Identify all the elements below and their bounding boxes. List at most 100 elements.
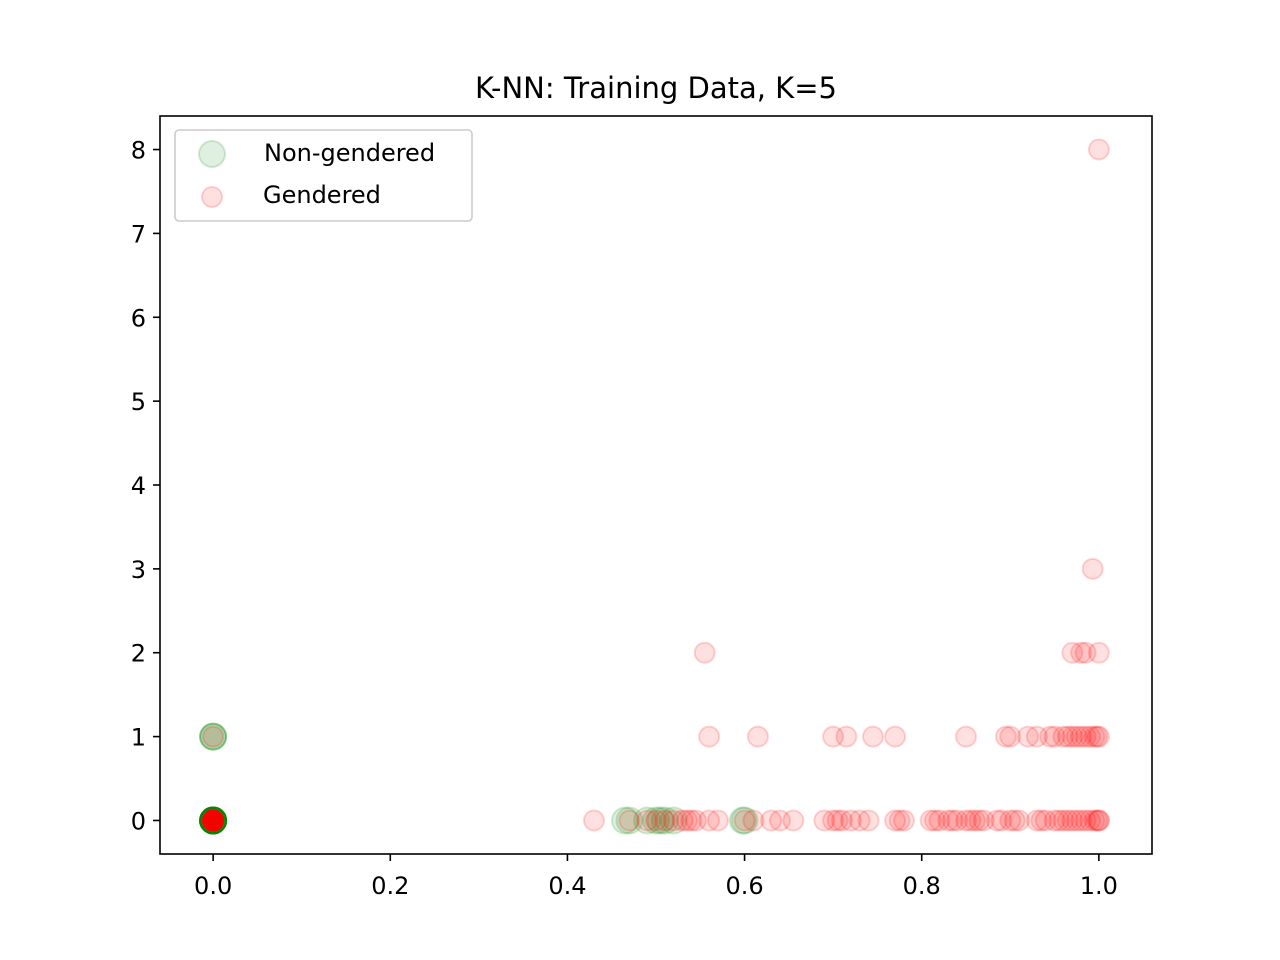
data-point [1056, 809, 1079, 832]
data-point [884, 725, 907, 748]
data-point [1070, 725, 1093, 748]
data-point [999, 725, 1022, 748]
data-point [972, 809, 995, 832]
data-point [202, 809, 225, 832]
data-point [707, 809, 729, 832]
data-point [202, 725, 225, 748]
series-non-gendered [199, 722, 759, 835]
data-point [615, 806, 644, 835]
data-point [986, 809, 1008, 832]
data-point [199, 806, 228, 835]
data-point [202, 809, 225, 832]
y-tick-label: 3 [131, 556, 146, 584]
data-point [1074, 641, 1097, 664]
y-tick-label: 2 [131, 640, 146, 668]
data-point [650, 806, 679, 835]
data-point [199, 806, 228, 835]
data-point [1061, 809, 1084, 832]
data-point [199, 806, 228, 835]
legend-label-non-gendered: Non-gendered [264, 139, 435, 167]
data-point [1087, 641, 1110, 664]
legend: Non-gendered Gendered [174, 129, 473, 222]
data-point [202, 809, 225, 832]
data-point [857, 809, 880, 832]
data-point [202, 809, 225, 832]
data-point [636, 809, 659, 832]
data-point [1070, 641, 1093, 664]
data-point [733, 809, 756, 832]
data-point [202, 809, 225, 832]
data-point [199, 806, 228, 835]
data-point [671, 809, 694, 832]
data-point [999, 809, 1022, 832]
y-tick-label: 4 [131, 472, 146, 500]
data-point [202, 809, 225, 832]
data-point [202, 809, 225, 832]
data-point [1025, 725, 1048, 748]
x-tick-label: 0.0 [194, 872, 232, 900]
data-point [202, 809, 225, 832]
data-point [1034, 809, 1057, 832]
data-point [202, 809, 225, 832]
data-points [199, 138, 1110, 835]
data-point [742, 809, 765, 832]
data-point [835, 725, 858, 748]
data-point [642, 806, 670, 835]
data-point [941, 809, 964, 832]
data-point [202, 809, 225, 832]
data-point [1081, 557, 1104, 580]
data-point [202, 809, 225, 832]
x-tick-label: 0.6 [725, 872, 763, 900]
data-point [769, 809, 791, 832]
data-point [1003, 809, 1026, 832]
y-tick-label: 1 [131, 724, 146, 752]
data-point [1083, 725, 1106, 748]
x-tick-label: 0.2 [371, 872, 409, 900]
data-point [1065, 725, 1088, 748]
data-point [202, 809, 225, 832]
data-point [1043, 725, 1066, 748]
data-point [1070, 809, 1093, 832]
data-point [199, 806, 228, 835]
data-point [633, 806, 662, 835]
data-point [937, 809, 960, 832]
data-point [645, 809, 667, 832]
data-point [202, 809, 225, 832]
x-tick-label: 0.4 [548, 872, 586, 900]
data-point [1087, 138, 1110, 161]
data-point [955, 809, 977, 832]
data-point [199, 806, 228, 835]
data-point [1087, 809, 1110, 832]
data-point [730, 806, 759, 835]
data-point [888, 809, 911, 832]
data-point [202, 809, 225, 832]
data-point [826, 809, 849, 832]
data-point [1039, 725, 1062, 748]
data-point [1056, 725, 1079, 748]
data-point [1052, 725, 1075, 748]
data-point [1061, 641, 1084, 664]
data-point [698, 725, 721, 748]
y-tick-label: 5 [131, 388, 146, 416]
data-point [919, 809, 942, 832]
data-point [946, 809, 969, 832]
data-point [839, 809, 862, 832]
data-point [893, 809, 915, 832]
data-point [199, 806, 228, 835]
data-point [990, 809, 1013, 832]
data-point [1079, 725, 1101, 748]
y-axis: 0 1 2 3 4 5 6 7 8 [131, 137, 160, 835]
data-point [1017, 725, 1039, 748]
data-point [693, 641, 716, 664]
data-point [1074, 725, 1097, 748]
data-point [822, 725, 845, 748]
data-point [813, 809, 836, 832]
x-axis: 0.0 0.2 0.4 0.6 0.8 1.0 [194, 854, 1118, 900]
data-point [1087, 725, 1110, 748]
data-point [199, 806, 228, 835]
data-point [583, 809, 605, 832]
data-point [618, 809, 641, 832]
data-point [862, 725, 884, 748]
data-point [202, 809, 225, 832]
data-point [994, 725, 1017, 748]
